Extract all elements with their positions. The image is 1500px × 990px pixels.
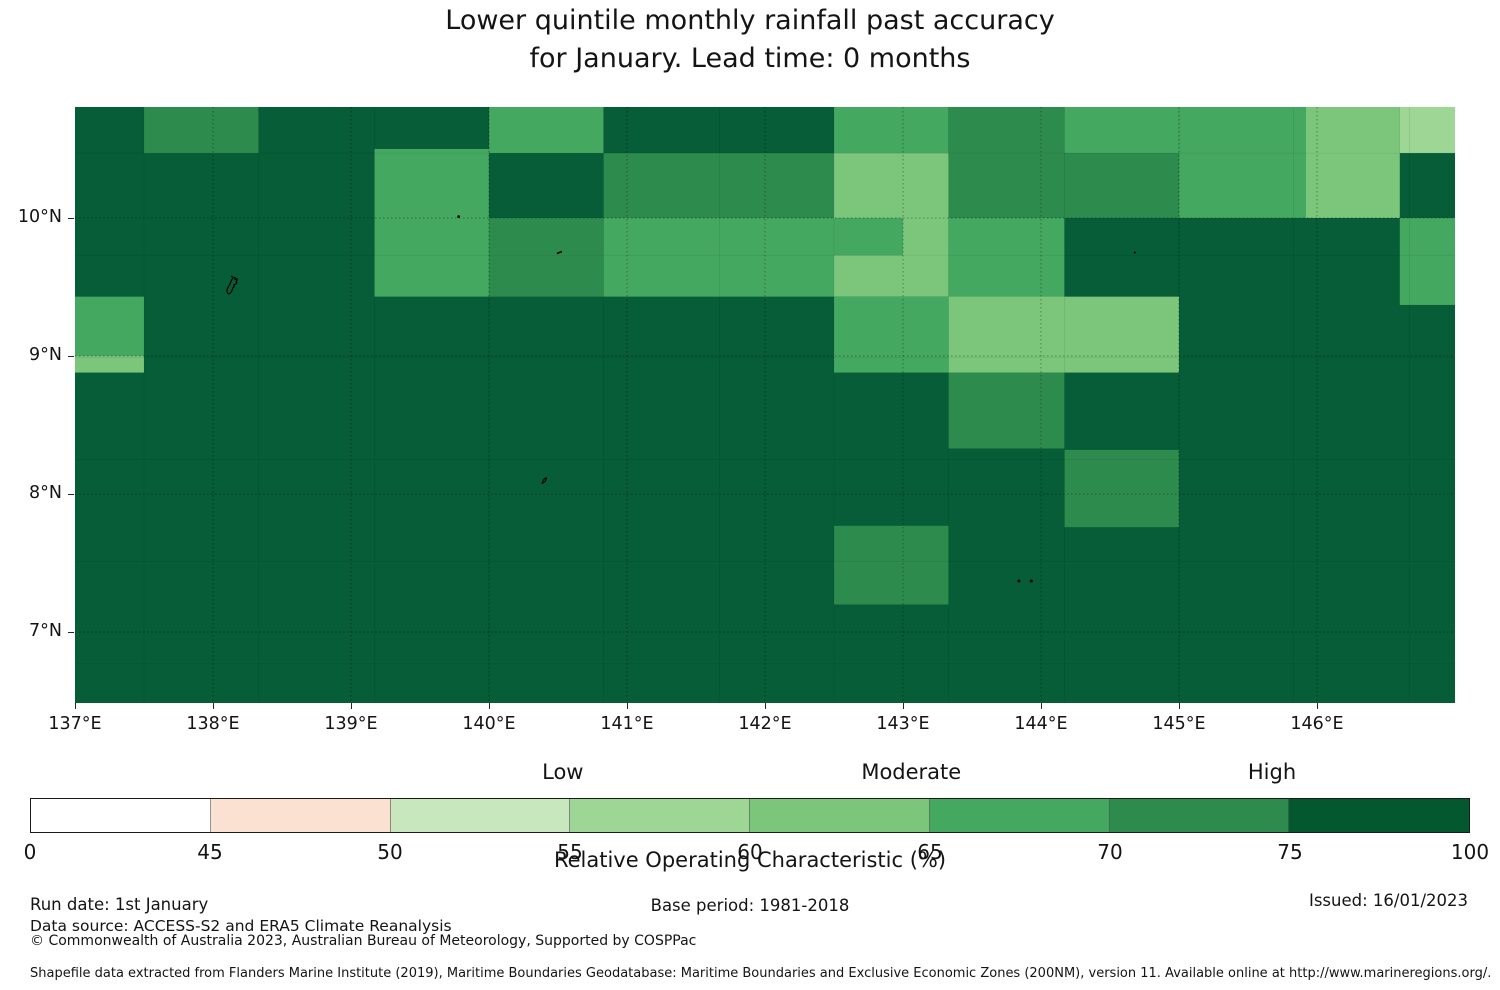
- heatmap-cell: [75, 296, 144, 357]
- x-tick-label: 137°E: [48, 714, 102, 734]
- x-tick-mark: [765, 703, 766, 709]
- colorbar-segment-b65: [929, 799, 1110, 832]
- y-tick-label: 8°N: [29, 483, 62, 504]
- colorbar: [30, 798, 1470, 833]
- heatmap-cell: [75, 356, 144, 373]
- colorbar-segment-white: [31, 799, 211, 832]
- heatmap-cell: [603, 153, 834, 218]
- base-period-text: Base period: 1981-2018: [650, 896, 850, 915]
- x-tick-mark: [627, 703, 628, 709]
- heatmap-cell: [1064, 449, 1179, 528]
- colorbar-tick-label: 55: [557, 840, 583, 864]
- heatmap-cell: [1305, 107, 1400, 218]
- heatmap-cell: [834, 296, 949, 373]
- heatmap-cell: [144, 107, 259, 154]
- chart-title-line1: Lower quintile monthly rainfall past acc…: [445, 5, 1055, 36]
- colorbar-segment-b70: [1109, 799, 1290, 832]
- heatmap-cell: [948, 372, 1065, 449]
- y-tick-label: 10°N: [17, 206, 62, 227]
- x-tick-label: 142°E: [738, 714, 792, 734]
- heatmap-cell: [834, 255, 903, 297]
- rainfall-accuracy-heatmap: [75, 107, 1455, 703]
- heatmap-cell: [1064, 153, 1179, 218]
- colorbar-section-title: Low: [542, 760, 584, 784]
- colorbar-tick-label: 45: [197, 840, 223, 864]
- heatmap-cell: [1399, 217, 1455, 305]
- x-tick-mark: [489, 703, 490, 709]
- x-tick-mark: [1041, 703, 1042, 709]
- issued-date-text: Issued: 16/01/2023: [1308, 891, 1468, 910]
- x-tick-label: 144°E: [1014, 714, 1068, 734]
- x-tick-label: 146°E: [1290, 714, 1344, 734]
- colorbar-segment-b60: [750, 799, 930, 832]
- x-tick-mark: [213, 703, 214, 709]
- heatmap-cell: [489, 217, 604, 297]
- colorbar-tick-label: 65: [917, 840, 943, 864]
- x-tick-mark: [1179, 703, 1180, 709]
- colorbar-tick-label: 60: [737, 840, 763, 864]
- heatmap-cell: [1064, 107, 1179, 154]
- island-dash: [556, 250, 563, 255]
- island-dot: [1133, 251, 1136, 254]
- colorbar-tick-label: 70: [1097, 840, 1123, 864]
- run-date-text: Run date: 1st January: [30, 895, 209, 914]
- x-tick-label: 143°E: [876, 714, 930, 734]
- colorbar-tick-label: 100: [1450, 840, 1490, 864]
- heatmap-cell: [374, 148, 489, 297]
- x-tick-mark: [75, 703, 76, 709]
- colorbar-segment-b75: [1289, 799, 1469, 832]
- x-tick-label: 145°E: [1152, 714, 1206, 734]
- chart-title-line2: for January. Lead time: 0 months: [529, 43, 971, 74]
- data-source-text: Data source: ACCESS-S2 and ERA5 Climate …: [30, 917, 452, 935]
- yap-island-outline: [226, 276, 238, 295]
- colorbar-tick-label: 50: [377, 840, 403, 864]
- colorbar-segment-b50: [390, 799, 571, 832]
- x-tick-mark: [903, 703, 904, 709]
- map-plot-area: [75, 107, 1455, 703]
- y-tick-mark: [68, 217, 74, 219]
- heatmap-cell: [603, 217, 834, 297]
- colorbar-axis-label: Relative Operating Characteristic (%): [553, 848, 947, 872]
- x-tick-label: 139°E: [324, 714, 378, 734]
- heatmap-cell: [834, 153, 903, 218]
- x-tick-label: 140°E: [462, 714, 516, 734]
- colorbar-section-title: High: [1247, 760, 1297, 784]
- heatmap-cell: [834, 525, 949, 605]
- island-dot: [231, 275, 233, 278]
- y-tick-label: 7°N: [29, 621, 62, 642]
- heatmap-cell: [948, 217, 1065, 305]
- heatmap-cell: [834, 107, 949, 154]
- colorbar-tick-label: 75: [1277, 840, 1303, 864]
- colorbar-tick-label: 0: [23, 840, 37, 864]
- island-dot: [457, 215, 461, 218]
- colorbar-segment-b55: [570, 799, 750, 832]
- heatmap-cell: [1399, 107, 1455, 154]
- y-tick-mark: [68, 356, 74, 357]
- y-tick-mark: [68, 632, 74, 634]
- x-tick-mark: [1317, 703, 1318, 709]
- heatmap-cell: [903, 153, 949, 297]
- shapefile-attribution-text: Shapefile data extracted from Flanders M…: [30, 966, 1492, 981]
- heatmap-cell: [948, 107, 1065, 218]
- island-dot: [1017, 579, 1021, 583]
- x-tick-label: 138°E: [186, 714, 240, 734]
- x-tick-label: 141°E: [600, 714, 654, 734]
- heatmap-cell: [834, 217, 903, 256]
- copyright-text: © Commonwealth of Australia 2023, Austra…: [30, 933, 697, 949]
- y-tick-mark: [68, 494, 74, 496]
- colorbar-section-title: Moderate: [861, 760, 962, 784]
- heatmap-cell: [1179, 107, 1306, 218]
- island-dot: [1029, 579, 1033, 583]
- heatmap-cell: [948, 296, 1179, 373]
- heatmap-cell: [489, 107, 604, 154]
- y-tick-label: 9°N: [29, 345, 62, 365]
- island-small: [541, 477, 548, 485]
- x-tick-mark: [351, 703, 352, 709]
- colorbar-segment-pink: [210, 799, 391, 832]
